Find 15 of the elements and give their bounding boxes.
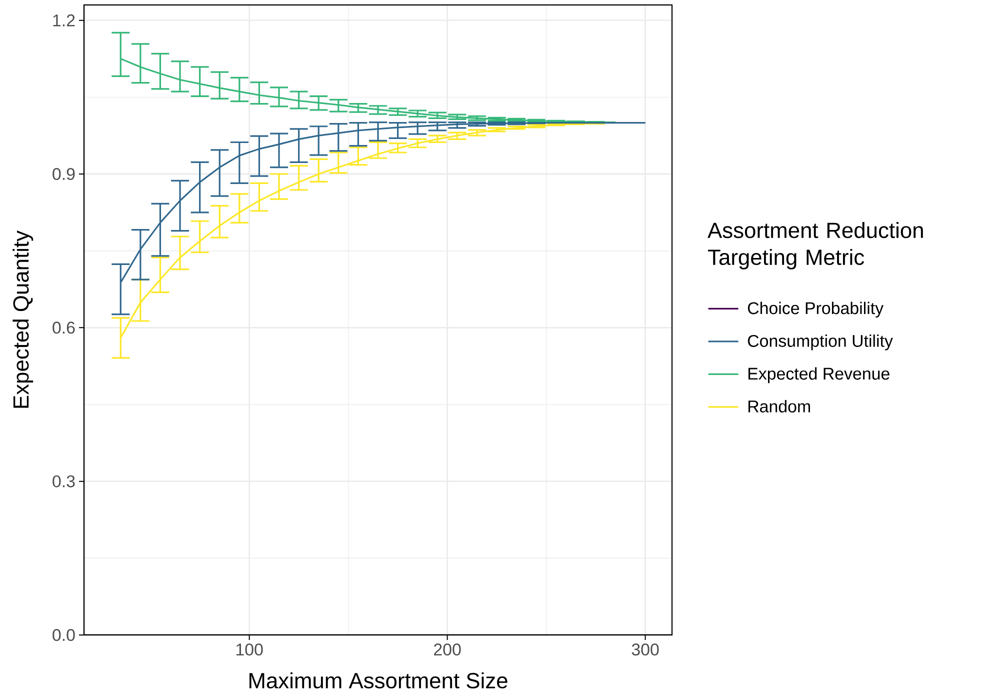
x-tick-label: 100	[236, 644, 263, 656]
y-axis-title: Expected Quantity	[12, 230, 34, 408]
y-tick-label: 0.0	[52, 628, 75, 641]
x-tick-label: 200	[434, 644, 461, 656]
x-axis-title: Maximum Assortment Size	[249, 672, 508, 688]
legend-title: Assortment Reduction Targeting Metric	[708, 222, 923, 270]
y-tick-label: 0.6	[52, 322, 75, 334]
legend-label: Expected Revenue	[748, 367, 890, 384]
x-tick-label: 300	[632, 644, 659, 656]
y-tick-label: 1.2	[53, 14, 75, 26]
legend-label: Choice Probability	[748, 302, 884, 318]
legend-label: Random	[748, 400, 810, 412]
y-tick-label: 0.9	[52, 168, 75, 180]
legend-label: Consumption Utility	[748, 334, 893, 350]
y-tick-label: 0.3	[52, 475, 75, 488]
